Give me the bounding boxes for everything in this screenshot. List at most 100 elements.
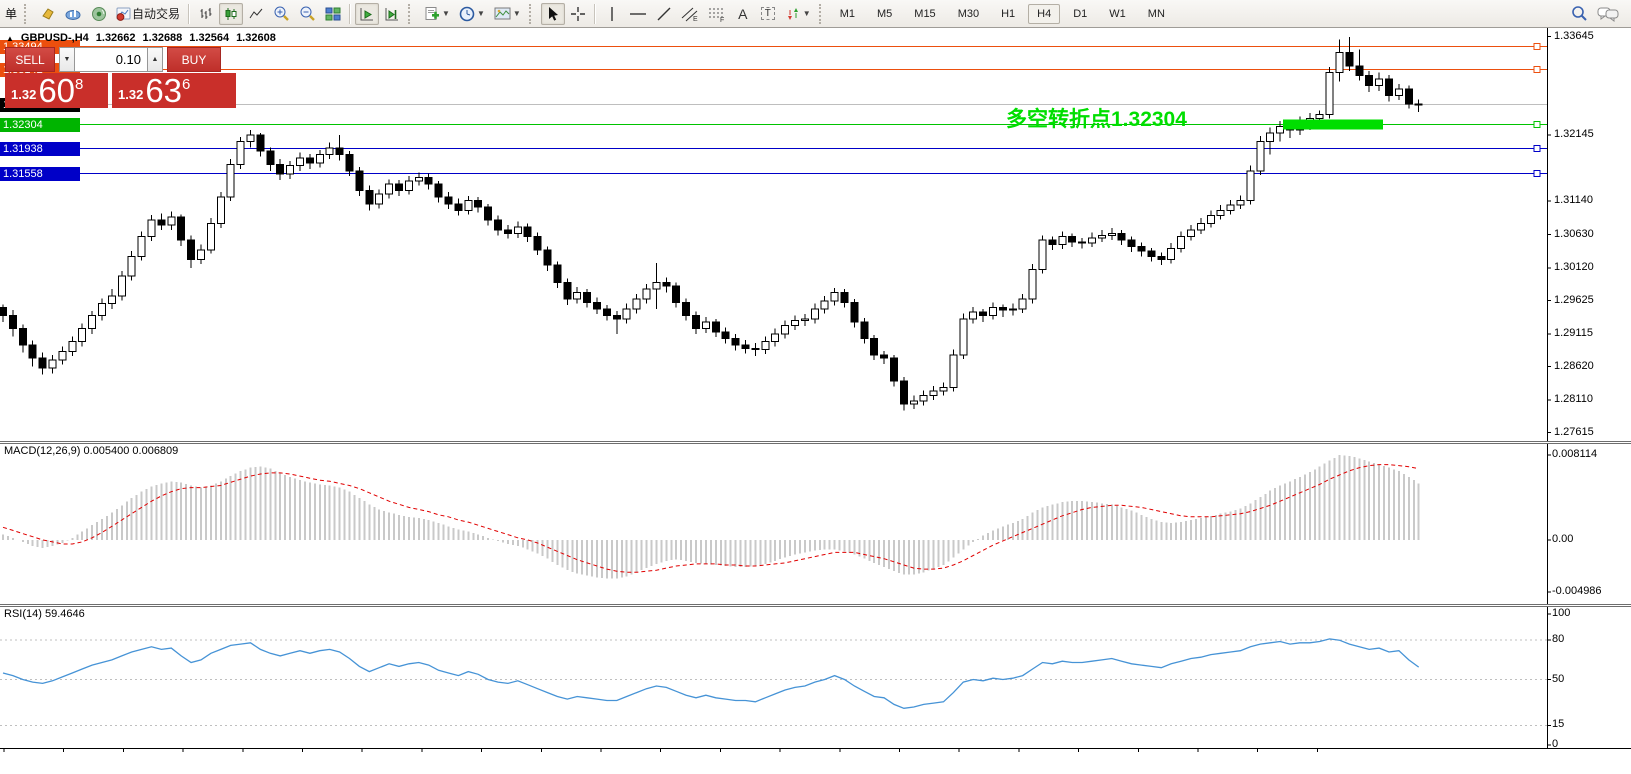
buy-price-prefix: 1.32	[118, 87, 144, 102]
timeframe-m1[interactable]: M1	[839, 7, 855, 20]
macd-pane-splitter[interactable]	[0, 441, 1631, 444]
template-icon	[494, 7, 511, 20]
price-tick-label: 1.31140	[1554, 194, 1593, 207]
buy-price-pips: 63	[145, 72, 183, 109]
buy-price-display[interactable]: 1.32 63 6	[112, 73, 236, 108]
text-label-icon[interactable]: T	[756, 3, 780, 25]
zoom-in-icon[interactable]	[269, 3, 294, 25]
price-tick-label: 1.28620	[1554, 359, 1594, 372]
sell-price-pips: 60	[38, 72, 76, 109]
toolbar-grip[interactable]	[528, 3, 537, 24]
chart-ohlc-header: ▲ GBPUSD-,H4 1.32662 1.32688 1.32564 1.3…	[6, 32, 276, 44]
svg-text:E: E	[693, 16, 698, 22]
fibonacci-icon[interactable]: F	[704, 3, 730, 25]
sell-price-display[interactable]: 1.32 60 8	[5, 73, 108, 108]
periods-clock-icon	[459, 6, 475, 21]
ohlc-open: 1.32662	[95, 32, 136, 44]
arrows-button[interactable]: ▼	[781, 3, 815, 25]
vertical-line-icon[interactable]	[600, 3, 624, 25]
new-chart-button[interactable]: ▼	[420, 3, 454, 25]
arrows-icon	[787, 7, 798, 20]
auto-scroll-icon[interactable]	[355, 2, 380, 25]
chart-shift-icon[interactable]	[380, 3, 404, 25]
toolbar-separator	[593, 3, 596, 24]
symbol-period-label: GBPUSD-,H4	[20, 32, 89, 44]
chevron-down-icon: ▼	[476, 9, 485, 18]
line-chart-icon[interactable]	[244, 3, 268, 25]
price-tick-label: 1.30630	[1554, 227, 1594, 240]
toolbar-separator	[349, 3, 352, 24]
trendline-icon[interactable]	[652, 3, 676, 25]
one-click-trading-panel: SELL ▼ 0.10 ▲ BUY 1.32 60 8 1.32 63 6	[5, 47, 236, 108]
tile-windows-icon[interactable]	[321, 3, 345, 25]
toolbar-separator	[188, 3, 191, 24]
price-tick-label: 1.27615	[1554, 425, 1594, 438]
horizontal-line-icon[interactable]	[625, 3, 651, 25]
chevron-down-icon: ▼	[442, 9, 450, 18]
buy-button[interactable]: BUY	[167, 47, 221, 72]
autotrade-icon	[116, 7, 131, 21]
truncated-new-order-label: 单	[5, 7, 18, 21]
chat-icon[interactable]	[1593, 3, 1623, 25]
timeframe-h1[interactable]: H1	[1001, 7, 1016, 20]
autotrade-label: 自动交易	[132, 7, 181, 21]
price-badge: 1.31938	[0, 141, 80, 156]
chevron-down-icon: ▼	[802, 9, 811, 18]
cloud-chart-icon[interactable]	[61, 3, 86, 25]
volume-input[interactable]: 0.10	[75, 47, 147, 72]
timeframe-m30[interactable]: M30	[957, 7, 980, 20]
cursor-icon[interactable]	[540, 2, 565, 25]
price-badge: 1.32304	[0, 117, 80, 132]
autotrade-button[interactable]: 自动交易	[112, 3, 184, 25]
toolbar-grip[interactable]	[818, 3, 827, 24]
sonar-icon[interactable]	[87, 3, 111, 25]
volume-increase-button[interactable]: ▲	[147, 47, 163, 72]
collapse-panel-arrow-icon[interactable]: ▲	[6, 33, 14, 43]
rsi-tick-label: 80	[1552, 633, 1565, 646]
crosshair-icon[interactable]	[566, 3, 590, 25]
timeframe-m15[interactable]: M15	[914, 7, 936, 20]
text-icon[interactable]: A	[738, 5, 748, 22]
timeframe-w1[interactable]: W1	[1109, 7, 1126, 20]
timeframe-group: M1 M5 M15 M30 H1 H4 D1 W1 MN	[831, 3, 1174, 24]
volume-decrease-button[interactable]: ▼	[59, 47, 75, 72]
periods-button[interactable]: ▼	[455, 3, 489, 25]
macd-tick-label: 0.008114	[1552, 448, 1598, 460]
toolbar-grip[interactable]	[24, 3, 32, 24]
timeframe-d1[interactable]: D1	[1073, 7, 1088, 20]
rsi-tick-label: 50	[1552, 672, 1565, 685]
bar-chart-icon[interactable]	[194, 3, 218, 25]
timeframe-mn[interactable]: MN	[1147, 7, 1165, 20]
ohlc-low: 1.32564	[189, 32, 230, 44]
equidistant-channel-icon[interactable]: E	[677, 3, 703, 25]
search-icon[interactable]	[1566, 3, 1592, 25]
rsi-pane-splitter[interactable]	[0, 604, 1631, 607]
timeframe-h4[interactable]: H4	[1028, 3, 1061, 24]
price-tick-label: 1.32145	[1554, 128, 1594, 141]
svg-text:F: F	[720, 17, 724, 22]
sell-button[interactable]: SELL	[5, 47, 55, 72]
price-tick-label: 1.28110	[1554, 393, 1593, 406]
new-order-icon[interactable]	[36, 3, 60, 25]
toolbar: 单 自动交易 ▼ ▼ ▼ E F A T ▼	[0, 0, 1631, 28]
price-tick-label: 1.29625	[1554, 293, 1594, 306]
sell-price-prefix: 1.32	[11, 87, 37, 102]
rsi-tick-label: 0	[1552, 738, 1559, 750]
price-tick-label: 1.29115	[1554, 327, 1593, 340]
rsi-indicator-label: RSI(14) 59.4646	[4, 608, 85, 620]
price-axis-line	[1547, 28, 1548, 748]
price-tick-label: 1.33645	[1554, 29, 1594, 42]
macd-indicator-label: MACD(12,26,9) 0.005400 0.006809	[4, 445, 179, 457]
toolbar-grip[interactable]	[408, 3, 416, 24]
candlestick-chart-icon[interactable]	[219, 2, 244, 25]
timeframe-m5[interactable]: M5	[877, 7, 893, 20]
rsi-tick-label: 100	[1552, 607, 1571, 619]
chevron-down-icon: ▼	[512, 9, 521, 18]
ohlc-high: 1.32688	[142, 32, 183, 44]
sell-price-point: 8	[75, 76, 84, 93]
new-chart-icon	[425, 6, 440, 20]
zoom-out-icon[interactable]	[295, 3, 320, 25]
templates-button[interactable]: ▼	[490, 3, 525, 25]
